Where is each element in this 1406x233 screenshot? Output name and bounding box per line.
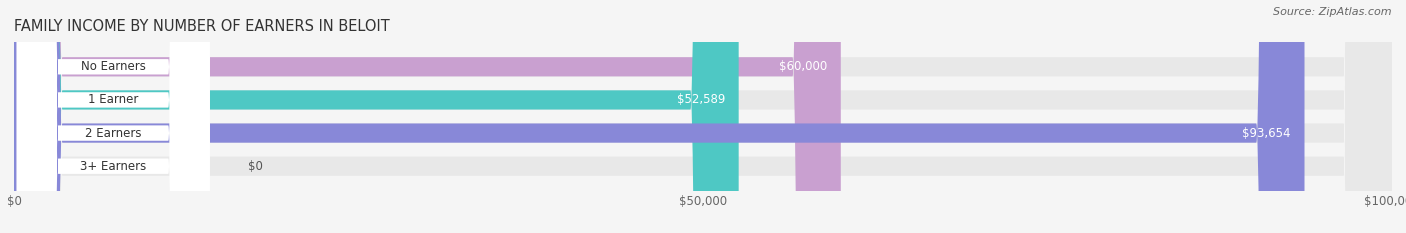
FancyBboxPatch shape bbox=[17, 0, 209, 233]
Text: $0: $0 bbox=[249, 160, 263, 173]
FancyBboxPatch shape bbox=[14, 0, 1305, 233]
FancyBboxPatch shape bbox=[14, 0, 841, 233]
Text: FAMILY INCOME BY NUMBER OF EARNERS IN BELOIT: FAMILY INCOME BY NUMBER OF EARNERS IN BE… bbox=[14, 19, 389, 34]
Text: 3+ Earners: 3+ Earners bbox=[80, 160, 146, 173]
FancyBboxPatch shape bbox=[17, 0, 209, 233]
FancyBboxPatch shape bbox=[17, 0, 209, 233]
Text: 2 Earners: 2 Earners bbox=[84, 127, 142, 140]
FancyBboxPatch shape bbox=[14, 0, 1392, 233]
Text: 1 Earner: 1 Earner bbox=[89, 93, 138, 106]
Text: Source: ZipAtlas.com: Source: ZipAtlas.com bbox=[1274, 7, 1392, 17]
FancyBboxPatch shape bbox=[14, 0, 1392, 233]
FancyBboxPatch shape bbox=[14, 0, 1392, 233]
Text: $52,589: $52,589 bbox=[676, 93, 725, 106]
Text: No Earners: No Earners bbox=[80, 60, 146, 73]
Text: $93,654: $93,654 bbox=[1243, 127, 1291, 140]
FancyBboxPatch shape bbox=[14, 0, 738, 233]
FancyBboxPatch shape bbox=[14, 0, 1392, 233]
Text: $60,000: $60,000 bbox=[779, 60, 827, 73]
FancyBboxPatch shape bbox=[17, 0, 209, 233]
